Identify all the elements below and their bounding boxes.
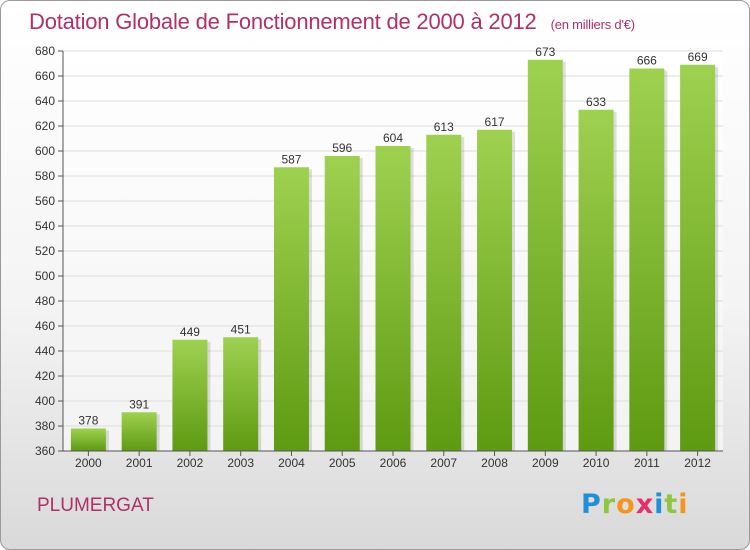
bar xyxy=(172,339,208,451)
y-tick-label: 620 xyxy=(35,119,55,133)
y-tick-label: 540 xyxy=(35,219,55,233)
y-tick-label: 480 xyxy=(35,294,55,308)
commune-name: PLUMERGAT xyxy=(37,495,154,516)
x-tick-label: 2008 xyxy=(481,456,508,470)
y-tick-label: 600 xyxy=(35,144,55,158)
chart-title: Dotation Globale de Fonctionnement de 20… xyxy=(29,9,635,35)
data-label: 673 xyxy=(535,45,555,59)
data-label: 378 xyxy=(78,414,98,428)
data-label: 596 xyxy=(332,141,352,155)
bar xyxy=(578,109,614,451)
x-tick-label: 2001 xyxy=(126,456,153,470)
data-label: 451 xyxy=(231,322,251,336)
bar xyxy=(324,156,360,451)
y-tick-label: 660 xyxy=(35,69,55,83)
logo-letter: o xyxy=(616,489,636,520)
logo-letter: t xyxy=(664,489,679,520)
x-tick-label: 2006 xyxy=(380,456,407,470)
bar xyxy=(629,68,665,451)
logo-letter: i xyxy=(678,489,689,520)
bar xyxy=(426,134,462,451)
y-tick-label: 360 xyxy=(35,444,55,458)
data-label: 633 xyxy=(586,95,606,109)
data-label: 613 xyxy=(434,120,454,134)
y-tick-label: 680 xyxy=(35,44,55,58)
bar xyxy=(375,146,411,451)
y-tick-label: 500 xyxy=(35,269,55,283)
y-tick-label: 440 xyxy=(35,344,55,358)
data-label: 587 xyxy=(281,152,301,166)
data-label: 391 xyxy=(129,397,149,411)
bar xyxy=(680,64,716,451)
bar xyxy=(223,337,259,451)
title-text: Dotation Globale de Fonctionnement de 20… xyxy=(29,9,537,34)
x-tick-label: 2002 xyxy=(177,456,204,470)
x-tick-label: 2005 xyxy=(329,456,356,470)
y-tick-label: 520 xyxy=(35,244,55,258)
x-tick-label: 2011 xyxy=(634,456,660,470)
y-tick-label: 640 xyxy=(35,94,55,108)
logo-letter: i xyxy=(654,489,665,520)
x-tick-label: 2010 xyxy=(583,456,610,470)
axes xyxy=(58,50,723,456)
bar xyxy=(121,412,157,451)
x-tick-label: 2000 xyxy=(75,456,102,470)
data-label: 604 xyxy=(383,131,403,145)
y-tick-label: 460 xyxy=(35,319,55,333)
bar xyxy=(477,129,513,451)
logo-letter: r xyxy=(601,489,617,520)
x-tick-label: 2003 xyxy=(227,456,254,470)
logo-letter: P xyxy=(581,489,602,520)
bars xyxy=(70,59,719,451)
bar xyxy=(70,428,106,451)
data-label: 617 xyxy=(485,115,505,129)
data-label: 669 xyxy=(688,50,708,64)
y-tick-label: 420 xyxy=(35,369,55,383)
x-tick-label: 2012 xyxy=(684,456,711,470)
bar xyxy=(273,167,309,451)
data-label: 666 xyxy=(637,54,657,68)
labels: 360 380 400 420 440 460 480 500 520 540 560 580 600 6… xyxy=(35,44,711,470)
x-tick-label: 2007 xyxy=(430,456,457,470)
unit-label: (en milliers d'€) xyxy=(550,17,636,32)
x-tick-label: 2009 xyxy=(532,456,559,470)
data-label: 449 xyxy=(180,325,200,339)
x-tick-label: 2004 xyxy=(278,456,305,470)
y-tick-label: 580 xyxy=(35,169,55,183)
y-tick-label: 380 xyxy=(35,419,55,433)
y-tick-label: 560 xyxy=(35,194,55,208)
bar xyxy=(527,59,563,451)
logo-letter: x xyxy=(635,489,655,520)
proxiti-logo: Proxiti xyxy=(581,489,689,520)
y-tick-label: 400 xyxy=(35,394,55,408)
